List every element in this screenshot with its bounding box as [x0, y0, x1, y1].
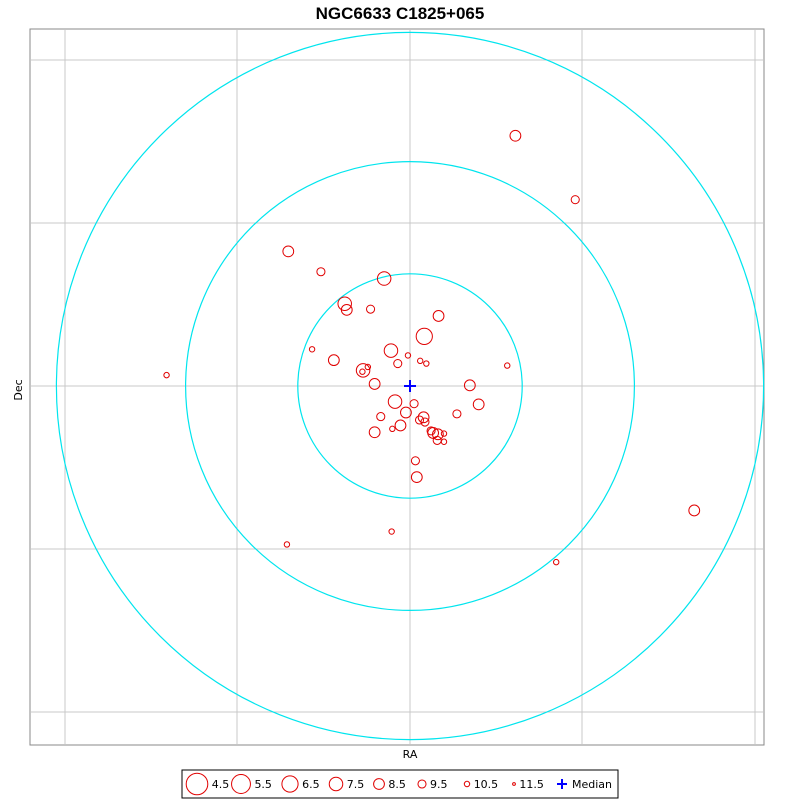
star-point: [404, 352, 412, 359]
star-point: [400, 406, 412, 419]
radius-rings: [55, 31, 765, 741]
star-point: [282, 245, 295, 258]
legend-marker: [417, 779, 427, 789]
star-point: [423, 360, 430, 367]
star-point: [355, 363, 371, 378]
legend-marker: [231, 774, 251, 794]
star-point: [364, 363, 372, 371]
star-point: [393, 359, 403, 369]
star-point: [376, 271, 392, 286]
star-point: [368, 426, 381, 439]
star-point: [366, 304, 376, 314]
star-point: [426, 426, 436, 436]
star-point: [463, 379, 476, 392]
legend-label: 9.5: [430, 778, 448, 791]
star-point: [409, 399, 419, 409]
legend-label: 7.5: [347, 778, 365, 791]
star-point: [410, 456, 420, 466]
star-point: [414, 415, 425, 425]
star-markers: [163, 129, 701, 566]
radius-ring: [185, 161, 635, 611]
star-point: [452, 409, 462, 419]
chart-title: NGC6633 C1825+065: [315, 4, 485, 23]
star-point: [308, 346, 316, 353]
star-point: [420, 417, 430, 427]
star-point: [387, 394, 403, 409]
star-point: [394, 419, 407, 432]
star-point: [340, 303, 353, 316]
legend: 4.5 5.5 6.5 7.5 8.5 9.5 10.5 11.5 Median: [181, 769, 619, 799]
star-point: [504, 362, 511, 369]
legend-label: 6.5: [302, 778, 320, 791]
star-point: [427, 427, 440, 439]
star-point: [283, 541, 291, 548]
legend-label: 10.5: [474, 778, 499, 791]
legend-marker: [373, 778, 385, 790]
star-point: [388, 528, 395, 535]
legend-label: 4.5: [212, 778, 230, 791]
x-axis-label: RA: [403, 748, 418, 761]
star-point: [389, 425, 396, 433]
star-point: [376, 412, 386, 422]
legend-marker: [328, 776, 344, 792]
legend-marker: [463, 780, 471, 788]
star-point: [509, 129, 522, 142]
grid-lines: [31, 30, 763, 744]
star-point: [327, 354, 340, 367]
star-point: [432, 310, 445, 322]
legend-marker: [281, 775, 299, 793]
median-marker: [404, 380, 416, 392]
legend-marker: [185, 772, 209, 796]
star-point: [553, 558, 560, 566]
star-point: [570, 195, 580, 205]
y-axis-label: Dec: [12, 379, 25, 400]
star-point: [440, 438, 448, 445]
plot-frame: [29, 28, 765, 746]
legend-marker: [512, 782, 516, 786]
star-point: [472, 398, 485, 411]
star-point: [417, 357, 424, 365]
star-point: [431, 428, 444, 441]
star-point: [415, 327, 433, 345]
star-point: [316, 267, 326, 277]
star-point: [417, 411, 430, 424]
star-point: [688, 504, 701, 517]
legend-label: 11.5: [519, 778, 544, 791]
star-point: [163, 371, 170, 379]
legend-label: 5.5: [254, 778, 272, 791]
star-point: [359, 368, 366, 375]
legend-label: 8.5: [388, 778, 406, 791]
radius-ring: [297, 273, 523, 499]
radius-ring: [55, 31, 765, 741]
star-point: [440, 430, 448, 437]
star-point: [383, 343, 399, 358]
star-point: [337, 296, 352, 311]
legend-box: [181, 769, 619, 799]
star-point: [368, 378, 381, 390]
star-point: [410, 471, 423, 484]
legend-median-label: Median: [572, 778, 612, 791]
